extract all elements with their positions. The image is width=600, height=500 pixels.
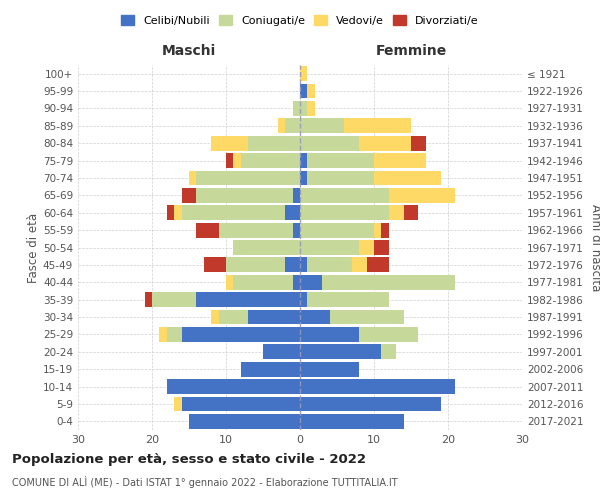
Bar [300, 206, 389, 220]
Bar [300, 84, 307, 98]
Bar [241, 153, 300, 168]
Bar [307, 258, 352, 272]
Bar [241, 362, 300, 376]
Bar [344, 118, 411, 133]
Bar [182, 396, 300, 411]
Bar [152, 292, 196, 307]
Bar [204, 258, 226, 272]
Bar [307, 101, 315, 116]
Bar [211, 310, 218, 324]
Bar [300, 362, 359, 376]
Bar [300, 240, 359, 255]
Bar [145, 292, 152, 307]
Bar [300, 101, 307, 116]
Bar [248, 310, 300, 324]
Bar [300, 188, 389, 202]
Bar [167, 379, 300, 394]
Bar [182, 327, 300, 342]
Bar [226, 153, 233, 168]
Bar [218, 310, 248, 324]
Bar [359, 136, 411, 150]
Bar [300, 379, 455, 394]
Bar [182, 206, 285, 220]
Bar [374, 240, 389, 255]
Bar [233, 153, 241, 168]
Bar [226, 275, 233, 289]
Bar [233, 275, 293, 289]
Bar [300, 275, 322, 289]
Bar [300, 153, 307, 168]
Text: Popolazione per età, sesso e stato civile - 2022: Popolazione per età, sesso e stato civil… [12, 452, 366, 466]
Bar [196, 188, 293, 202]
Bar [300, 66, 307, 81]
Bar [248, 136, 300, 150]
Bar [307, 170, 374, 186]
Bar [300, 292, 307, 307]
Bar [307, 292, 389, 307]
Bar [189, 170, 196, 186]
Bar [218, 222, 293, 238]
Bar [352, 258, 367, 272]
Bar [300, 414, 404, 428]
Legend: Celibi/Nubili, Coniugati/e, Vedovi/e, Divorziati/e: Celibi/Nubili, Coniugati/e, Vedovi/e, Di… [118, 12, 482, 29]
Bar [329, 310, 404, 324]
Bar [167, 206, 174, 220]
Bar [300, 222, 374, 238]
Bar [300, 170, 307, 186]
Bar [382, 222, 389, 238]
Bar [293, 101, 300, 116]
Bar [285, 206, 300, 220]
Bar [293, 188, 300, 202]
Bar [307, 153, 374, 168]
Bar [196, 292, 300, 307]
Bar [160, 327, 167, 342]
Y-axis label: Fasce di età: Fasce di età [27, 212, 40, 282]
Bar [300, 344, 382, 359]
Bar [285, 258, 300, 272]
Bar [189, 414, 300, 428]
Bar [226, 258, 285, 272]
Bar [182, 188, 196, 202]
Bar [233, 240, 300, 255]
Bar [389, 188, 455, 202]
Bar [300, 310, 329, 324]
Text: Femmine: Femmine [376, 44, 446, 58]
Bar [382, 344, 396, 359]
Bar [374, 153, 426, 168]
Bar [196, 222, 218, 238]
Bar [211, 136, 248, 150]
Bar [293, 222, 300, 238]
Bar [307, 84, 315, 98]
Bar [404, 206, 418, 220]
Bar [359, 327, 418, 342]
Bar [300, 258, 307, 272]
Bar [300, 327, 359, 342]
Bar [196, 170, 300, 186]
Bar [389, 206, 404, 220]
Bar [300, 396, 440, 411]
Bar [300, 136, 359, 150]
Text: Maschi: Maschi [162, 44, 216, 58]
Bar [285, 118, 300, 133]
Bar [293, 275, 300, 289]
Bar [367, 258, 389, 272]
Bar [174, 396, 182, 411]
Bar [374, 170, 440, 186]
Bar [359, 240, 374, 255]
Bar [167, 327, 182, 342]
Text: COMUNE DI ALÌ (ME) - Dati ISTAT 1° gennaio 2022 - Elaborazione TUTTITALIA.IT: COMUNE DI ALÌ (ME) - Dati ISTAT 1° genna… [12, 476, 398, 488]
Bar [300, 118, 344, 133]
Bar [411, 136, 426, 150]
Y-axis label: Anni di nascita: Anni di nascita [589, 204, 600, 291]
Bar [322, 275, 455, 289]
Bar [278, 118, 285, 133]
Bar [263, 344, 300, 359]
Bar [374, 222, 382, 238]
Bar [174, 206, 182, 220]
